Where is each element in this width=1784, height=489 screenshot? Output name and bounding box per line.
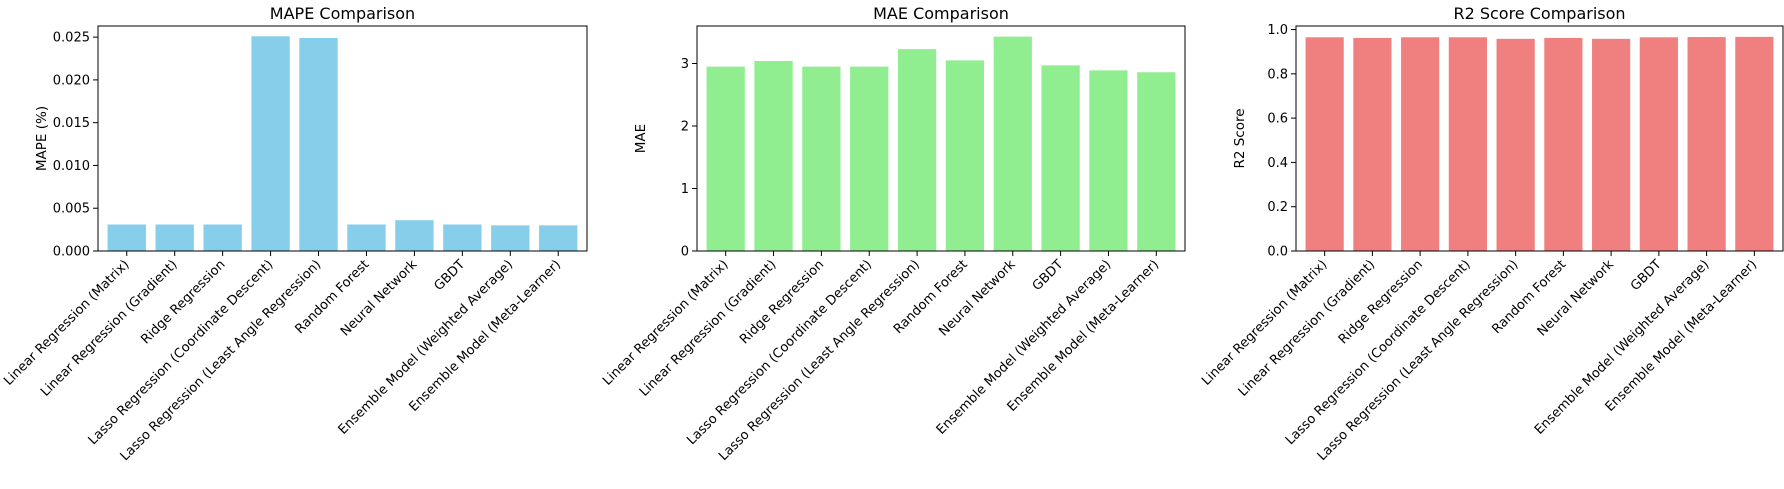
bar bbox=[1496, 38, 1535, 252]
y-axis-label: MAPE (%) bbox=[34, 106, 50, 171]
y-tick-label: 0.0 bbox=[1267, 245, 1288, 260]
chart-title: R2 Score Comparison bbox=[1453, 4, 1625, 23]
y-tick-label: 0.015 bbox=[53, 116, 90, 131]
y-tick-label: 0.025 bbox=[53, 31, 90, 46]
y-tick-label: 0.020 bbox=[53, 73, 90, 88]
bar bbox=[347, 224, 386, 251]
y-tick-label: 0.005 bbox=[53, 202, 90, 217]
bar bbox=[1639, 37, 1678, 251]
bar bbox=[1401, 37, 1440, 251]
axes-frame bbox=[97, 25, 588, 252]
bar bbox=[1544, 37, 1583, 252]
y-tick-label: 0.6 bbox=[1267, 112, 1288, 127]
bar bbox=[1592, 38, 1631, 252]
y-axis-label: MAE bbox=[633, 124, 649, 153]
y-tick-label: 0.2 bbox=[1267, 200, 1288, 215]
chart-title: MAPE Comparison bbox=[270, 4, 415, 23]
bar bbox=[754, 61, 793, 251]
bar bbox=[802, 66, 841, 252]
bar bbox=[251, 36, 290, 251]
bar bbox=[1137, 72, 1176, 251]
chart-title: MAE Comparison bbox=[873, 4, 1009, 23]
bar bbox=[107, 224, 146, 251]
bar bbox=[1735, 36, 1774, 251]
bar bbox=[1305, 37, 1344, 251]
bar bbox=[1041, 65, 1080, 252]
bar bbox=[155, 224, 194, 251]
bar bbox=[1448, 37, 1487, 251]
y-tick-label: 0.8 bbox=[1267, 67, 1288, 82]
axes-frame bbox=[1295, 25, 1784, 252]
y-tick-label: 0.000 bbox=[53, 245, 90, 260]
y-tick-label: 0.010 bbox=[53, 159, 90, 174]
bar bbox=[539, 225, 578, 251]
bar bbox=[395, 220, 434, 251]
bar bbox=[945, 60, 985, 251]
bar bbox=[1353, 37, 1392, 252]
bar bbox=[443, 224, 482, 251]
y-tick-label: 1.0 bbox=[1267, 23, 1288, 38]
axes-frame bbox=[696, 25, 1186, 252]
bar bbox=[897, 49, 937, 251]
y-tick-label: 3 bbox=[681, 57, 689, 72]
bar bbox=[203, 224, 242, 251]
bar bbox=[491, 225, 530, 251]
y-tick-label: 0.4 bbox=[1267, 156, 1288, 171]
bar bbox=[850, 66, 889, 252]
bar bbox=[706, 66, 745, 252]
y-tick-label: 1 bbox=[681, 182, 689, 197]
y-axis-label: R2 Score bbox=[1232, 108, 1248, 168]
y-tick-label: 2 bbox=[681, 120, 689, 135]
bar bbox=[993, 36, 1032, 252]
bar bbox=[1687, 37, 1726, 251]
bar bbox=[299, 37, 338, 252]
y-tick-label: 0 bbox=[681, 245, 689, 260]
bar bbox=[1089, 70, 1128, 252]
